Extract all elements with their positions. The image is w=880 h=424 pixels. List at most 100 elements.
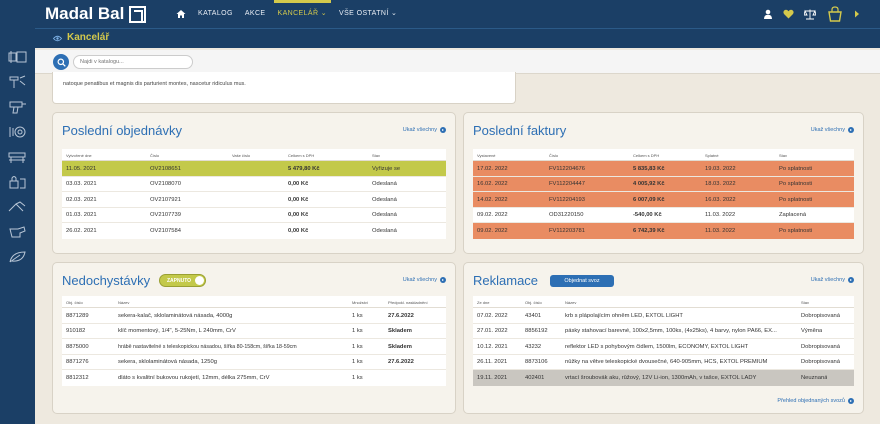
invoice-number: FV112204193 xyxy=(549,196,585,203)
order-status: Odeslaná xyxy=(372,181,397,187)
nav-item-katalog[interactable]: KATALOG xyxy=(198,10,233,17)
gloves-category-icon[interactable] xyxy=(8,225,27,239)
drill-category-icon[interactable] xyxy=(8,100,27,114)
complaint-status: Dobropisovaná xyxy=(801,343,840,350)
backorders-toggle[interactable]: ZAPNUTO xyxy=(159,274,206,287)
user-icon[interactable] xyxy=(763,9,773,19)
recent-orders-panel: Poslední objednávky Ukaž všechny Vytvoře… xyxy=(52,112,456,254)
garden-category-icon[interactable] xyxy=(8,200,27,214)
invoice-number: FV112203781 xyxy=(549,227,585,234)
invoice-due: 11.03. 2022 xyxy=(705,212,736,218)
col-header: Předpokl. naskladnění xyxy=(388,300,428,305)
invoice-due: 19.03. 2022 xyxy=(705,165,736,172)
complaints-show-all-link[interactable]: Ukaž všechny xyxy=(811,277,854,283)
table-row[interactable]: 26.11. 2021 8873106 nůžky na větve teles… xyxy=(473,355,854,370)
nav-item-akce[interactable]: AKCE xyxy=(244,10,266,17)
table-row[interactable]: 02.03. 2021 OV2107921 0,00 Kč Odeslaná xyxy=(62,192,446,208)
order-total: 5 479,80 Kč xyxy=(288,165,320,172)
invoice-total: 4 005,92 Kč xyxy=(633,181,665,187)
table-row[interactable]: 14.02. 2022 FV112204193 6 007,09 Kč 16.0… xyxy=(473,192,854,208)
tools-category-icon[interactable] xyxy=(8,75,27,89)
search-input[interactable] xyxy=(73,55,193,69)
col-header: Číslo xyxy=(150,153,160,158)
invoice-status: Zaplacená xyxy=(779,212,807,218)
page-title: Kancelář xyxy=(67,32,110,43)
nav-item-vse-ostatni[interactable]: VŠE OSTATNÍ ⌄ xyxy=(339,10,398,17)
col-header: Splatné xyxy=(705,153,719,158)
heart-icon[interactable] xyxy=(783,9,794,19)
complaints-panel: Reklamace Objednat svoz Ukaž všechny Ze … xyxy=(463,262,864,414)
invoice-date: 14.02. 2022 xyxy=(477,196,508,203)
order-date: 02.03. 2021 xyxy=(66,196,97,203)
table-row[interactable]: 09.02. 2022 OD31220150 -540,00 Kč 11.03.… xyxy=(473,208,854,223)
table-row[interactable]: 10.12. 2021 43232 reflektor LED s pohybo… xyxy=(473,339,854,355)
item-code: 8875000 xyxy=(66,343,89,350)
invoices-table: Vystavené Číslo Celkem s DPH Splatné Sta… xyxy=(473,149,854,239)
news-text: natoque penatibus et magnis dis parturie… xyxy=(63,81,246,87)
invoice-total: 5 835,83 Kč xyxy=(633,165,665,172)
complaint-date: 19.11. 2021 xyxy=(477,374,508,381)
table-row[interactable]: 8812312 dláto s kvalitní bukovou rukojet… xyxy=(62,370,446,386)
catalog-category-icon[interactable] xyxy=(8,50,27,64)
item-code: 8871289 xyxy=(66,312,89,319)
complaints-show-all-label: Ukaž všechny xyxy=(810,277,845,283)
leaf-category-icon[interactable] xyxy=(8,250,27,264)
lock-category-icon[interactable] xyxy=(8,175,27,189)
table-row[interactable]: 27.01. 2022 8856192 pásky stahovací bare… xyxy=(473,324,854,339)
invoice-date: 16.02. 2022 xyxy=(477,181,508,187)
orders-show-all-link[interactable]: Ukaž všechny xyxy=(403,127,446,133)
col-header: Stav xyxy=(779,153,788,158)
hardware-category-icon[interactable] xyxy=(8,125,27,139)
complaint-name: pásky stahovací barevné, 100x2,5mm, 100k… xyxy=(565,328,777,334)
order-status: Odeslaná xyxy=(372,227,397,234)
table-row[interactable]: 19.11. 2021 402401 vrtací šroubovák aku,… xyxy=(473,370,854,386)
complaint-date: 26.11. 2021 xyxy=(477,359,508,365)
pickup-overview-link[interactable]: Přehled objednaných svozů xyxy=(777,398,854,404)
table-row[interactable]: 26.02. 2021 OV2107584 0,00 Kč Odeslaná xyxy=(62,223,446,239)
scales-icon[interactable] xyxy=(804,9,816,20)
search-icon xyxy=(56,57,66,67)
table-row[interactable]: 17.02. 2022 FV112204676 5 835,83 Kč 19.0… xyxy=(473,161,854,177)
backorders-table-header: Obj. číslo Název Množství Předpokl. nask… xyxy=(62,296,446,308)
backorders-show-all-link[interactable]: Ukaž všechny xyxy=(403,277,446,283)
item-name: sekera, sklolaminátová násada, 1250g xyxy=(118,359,217,365)
item-eta: 27.6.2022 xyxy=(388,312,414,319)
order-total: 0,00 Kč xyxy=(288,181,309,187)
table-row[interactable]: 8871276 sekera, sklolaminátová násada, 1… xyxy=(62,355,446,370)
table-row[interactable]: 03.03. 2021 OV2108070 0,00 Kč Odeslaná xyxy=(62,177,446,192)
cart-icon[interactable] xyxy=(826,6,844,22)
order-status: Vyřizuje se xyxy=(372,165,401,172)
invoice-status: Po splatnosti xyxy=(779,181,813,187)
brand-logo[interactable]: Madal Bal xyxy=(45,4,147,24)
backorders-table: Obj. číslo Název Množství Předpokl. nask… xyxy=(62,296,446,386)
complaint-code: 402401 xyxy=(525,374,545,381)
table-row[interactable]: 09.02. 2022 FV112203781 6 742,39 Kč 11.0… xyxy=(473,223,854,239)
table-row[interactable]: 16.02. 2022 FV112204447 4 005,92 Kč 18.0… xyxy=(473,176,854,192)
nav-item-kancelar[interactable]: KANCELÁŘ ⌄ xyxy=(273,0,331,28)
table-row[interactable]: 8871289 sekera-kalač, sklolaminátová nás… xyxy=(62,308,446,324)
recent-orders-title: Poslední objednávky xyxy=(62,123,182,138)
arrow-right-circle-icon xyxy=(848,127,854,133)
home-icon[interactable] xyxy=(176,0,186,28)
complaint-code: 43232 xyxy=(525,343,542,350)
item-code: 8871276 xyxy=(66,359,89,365)
order-pickup-button[interactable]: Objednat svoz xyxy=(550,275,614,287)
complaint-code: 43401 xyxy=(525,312,542,319)
table-row[interactable]: 8875000 hrábě nastavitelné s teleskopick… xyxy=(62,339,446,355)
invoice-total: 6 007,09 Kč xyxy=(633,196,665,203)
chevron-right-icon[interactable] xyxy=(854,10,860,18)
saw-category-icon[interactable] xyxy=(8,150,27,164)
invoices-show-all-link[interactable]: Ukaž všechny xyxy=(811,127,854,133)
toggle-knob xyxy=(195,276,204,285)
complaint-name: krb s plápolajícím ohněm LED, EXTOL LIGH… xyxy=(565,312,683,319)
item-qty: 1 ks xyxy=(352,359,363,365)
table-row[interactable]: 01.03. 2021 OV2107739 0,00 Kč Odeslaná xyxy=(62,208,446,223)
table-row[interactable]: 07.02. 2022 43401 krb s plápolajícím ohn… xyxy=(473,308,854,324)
invoice-total: 6 742,39 Kč xyxy=(633,227,665,234)
table-row[interactable]: 11.05. 2021 OV2108651 5 479,80 Kč Vyřizu… xyxy=(62,161,446,177)
col-header: Vaše číslo xyxy=(232,153,251,158)
search-button[interactable] xyxy=(53,54,69,70)
col-header: Vystavené xyxy=(477,153,496,158)
table-row[interactable]: 910182 klíč momentový, 1/4", 5-25Nm, L 2… xyxy=(62,324,446,339)
order-total: 0,00 Kč xyxy=(288,196,309,203)
